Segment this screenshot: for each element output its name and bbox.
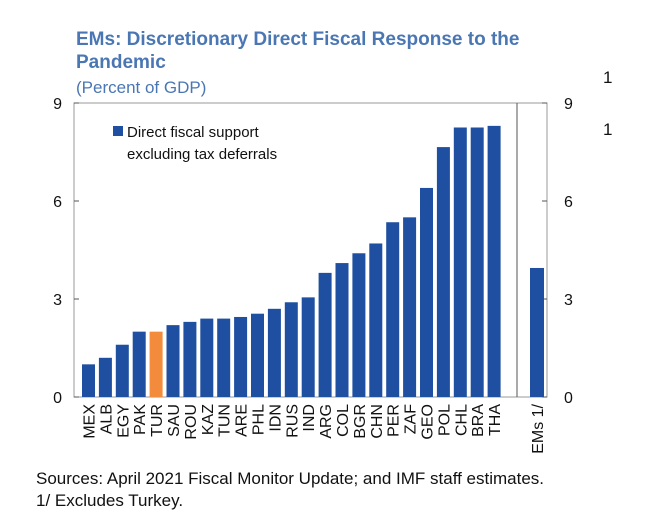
bar	[420, 187, 433, 397]
x-tick-label: EMs 1/	[530, 403, 547, 453]
y-tick-label: 0	[53, 390, 62, 407]
x-tick-label: GEO	[420, 404, 437, 440]
bar	[436, 147, 450, 397]
bar	[487, 125, 501, 397]
x-tick-label: SAU	[166, 404, 183, 437]
x-tick-label: CHN	[369, 404, 386, 439]
bar	[234, 316, 248, 397]
x-tick-label: PAK	[132, 404, 149, 435]
legend-swatch	[113, 126, 123, 136]
x-tick-label: THA	[487, 404, 504, 436]
y-tick-label: 6	[53, 194, 62, 211]
bar	[470, 127, 484, 397]
bar	[352, 253, 366, 397]
x-tick-label: POL	[436, 404, 453, 436]
x-tick-label: RUS	[284, 404, 301, 438]
bar	[217, 318, 231, 397]
y-tick-label: 6	[564, 194, 573, 211]
y-tick-label: 9	[53, 96, 62, 113]
x-tick-label: CHL	[453, 404, 470, 436]
x-tick-label: PHL	[251, 404, 268, 435]
legend-label: Direct fiscal support	[127, 124, 260, 141]
x-tick-label: BGR	[352, 404, 369, 439]
bar	[251, 313, 264, 397]
footnote: 1/ Excludes Turkey.	[36, 491, 184, 510]
x-tick-label: IDN	[267, 404, 284, 432]
bar	[369, 243, 383, 397]
x-tick-label: TUR	[149, 404, 166, 437]
bar-aggregate	[530, 267, 544, 397]
bar	[149, 331, 163, 397]
bar	[200, 318, 214, 397]
bar	[284, 302, 298, 397]
x-tick-label: ARG	[318, 404, 335, 439]
bar	[403, 217, 417, 397]
bar	[267, 308, 281, 397]
x-tick-label: PER	[386, 404, 403, 437]
bar	[82, 364, 95, 397]
x-tick-label: TUN	[217, 404, 234, 437]
x-tick-label: ZAF	[403, 404, 420, 434]
bar	[115, 344, 129, 397]
x-tick-label: MEX	[82, 404, 99, 439]
x-tick-label: ARE	[234, 404, 251, 437]
x-tick-label: BRA	[470, 404, 487, 437]
bar	[386, 222, 400, 397]
cropped-edge-label: 1	[603, 120, 613, 139]
y-tick-label: 0	[564, 390, 573, 407]
x-tick-label: KAZ	[200, 404, 217, 435]
bar	[98, 357, 112, 397]
y-tick-label: 9	[564, 96, 573, 113]
cropped-edge-label: 1	[603, 68, 613, 87]
bar	[301, 297, 315, 397]
x-tick-label: COL	[335, 404, 352, 437]
bar	[318, 272, 332, 397]
bar	[132, 331, 146, 397]
x-tick-label: ALB	[98, 404, 115, 434]
chart-title: EMs: Discretionary Direct Fiscal Respons…	[76, 29, 520, 73]
x-tick-label: ROU	[183, 404, 200, 440]
y-tick-label: 3	[53, 292, 62, 309]
bar	[166, 325, 180, 397]
bar	[335, 263, 349, 397]
bar	[453, 127, 467, 397]
sources-note: Sources: April 2021 Fiscal Monitor Updat…	[36, 469, 545, 488]
chart-footer: Sources: April 2021 Fiscal Monitor Updat…	[36, 468, 544, 512]
x-tick-label: EGY	[115, 404, 132, 438]
legend-label: excluding tax deferrals	[127, 146, 277, 163]
y-tick-label: 3	[564, 292, 573, 309]
bar	[183, 321, 197, 397]
chart-subtitle: (Percent of GDP)	[76, 78, 207, 97]
x-tick-label: IND	[301, 404, 318, 432]
